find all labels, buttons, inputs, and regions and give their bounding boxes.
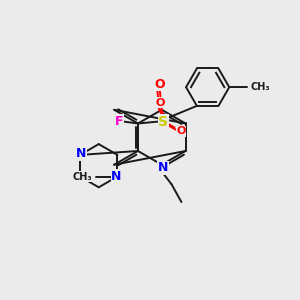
- Text: O: O: [156, 98, 165, 108]
- Text: CH₃: CH₃: [72, 172, 92, 182]
- Text: CH₃: CH₃: [251, 82, 271, 92]
- Text: O: O: [154, 78, 165, 91]
- Text: N: N: [158, 161, 168, 174]
- Text: F: F: [115, 115, 124, 128]
- Text: S: S: [158, 115, 169, 128]
- Text: N: N: [111, 170, 122, 183]
- Text: O: O: [176, 126, 186, 136]
- Text: N: N: [76, 147, 86, 161]
